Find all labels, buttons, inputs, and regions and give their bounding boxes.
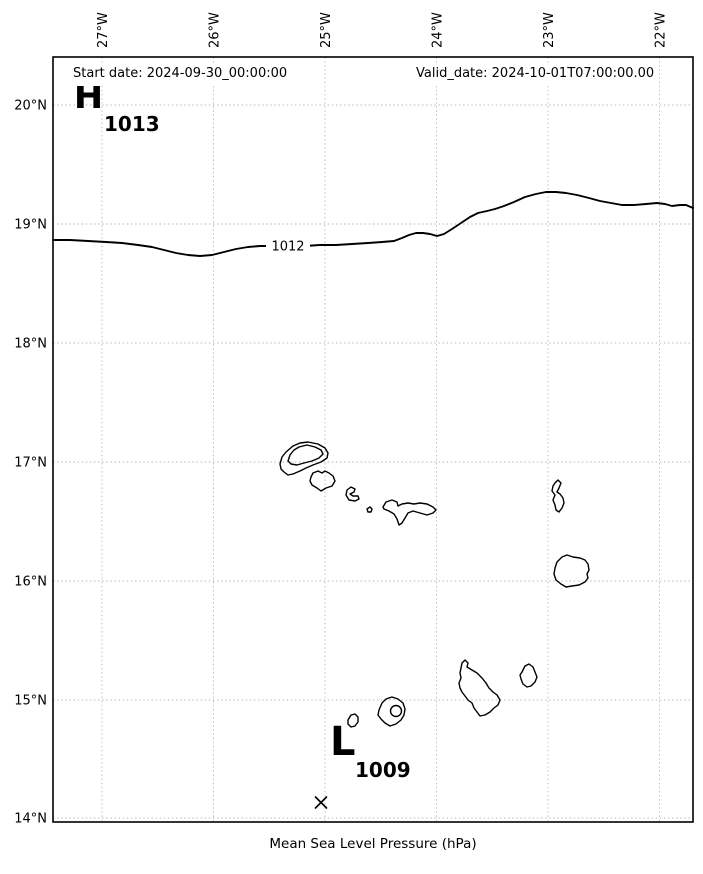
pressure-contour-line [52,191,694,257]
pressure-center-l-value: 1009 [355,758,411,782]
coastline-boa-vista [553,554,590,588]
coastline-sal [551,479,565,513]
lat-tick-label: 19°N [14,218,47,233]
lat-tick-label: 16°N [14,575,47,590]
x-marker [314,796,328,809]
lat-tick-label: 17°N [14,456,47,471]
valid-date-label: Valid_date: 2024-10-01T07:00:00.00 [412,63,659,86]
contour-label: 1012 [271,240,304,255]
x-axis-title: Mean Sea Level Pressure (hPa) [269,836,477,852]
pressure-center-h-value: 1013 [104,112,160,136]
lon-tick-label: 23°W [542,12,557,48]
contour-label-bg [266,238,310,254]
lat-tick-label: 20°N [14,99,47,114]
coastline-sao-nicolau [382,499,437,526]
lon-tick-label: 25°W [319,12,334,48]
coastline-sao-vicente [309,470,336,492]
coastline-raso-islet [366,506,373,513]
coastline-santiago [458,659,501,717]
start-date-label: Start date: 2024-09-30_00:00:00 [69,63,292,86]
coastline-santo-antao-inner-contour [287,444,324,466]
lat-tick-label: 15°N [14,694,47,709]
coastline-santa-luzia [345,486,360,502]
pressure-center-l-symbol: L [330,719,356,765]
coastline-brava [347,713,359,728]
lon-tick-label: 22°W [654,12,669,48]
lat-tick-label: 18°N [14,337,47,352]
coastline-fogo [377,696,406,727]
lon-tick-label: 24°W [431,12,446,48]
coastline-santo-antao [279,441,329,476]
lon-tick-label: 27°W [96,12,111,48]
coastline-fogo-crater [389,704,403,718]
lat-tick-label: 14°N [14,812,47,827]
plot-border [52,56,694,823]
coastline-maio [519,663,538,688]
lon-tick-label: 26°W [208,12,223,48]
